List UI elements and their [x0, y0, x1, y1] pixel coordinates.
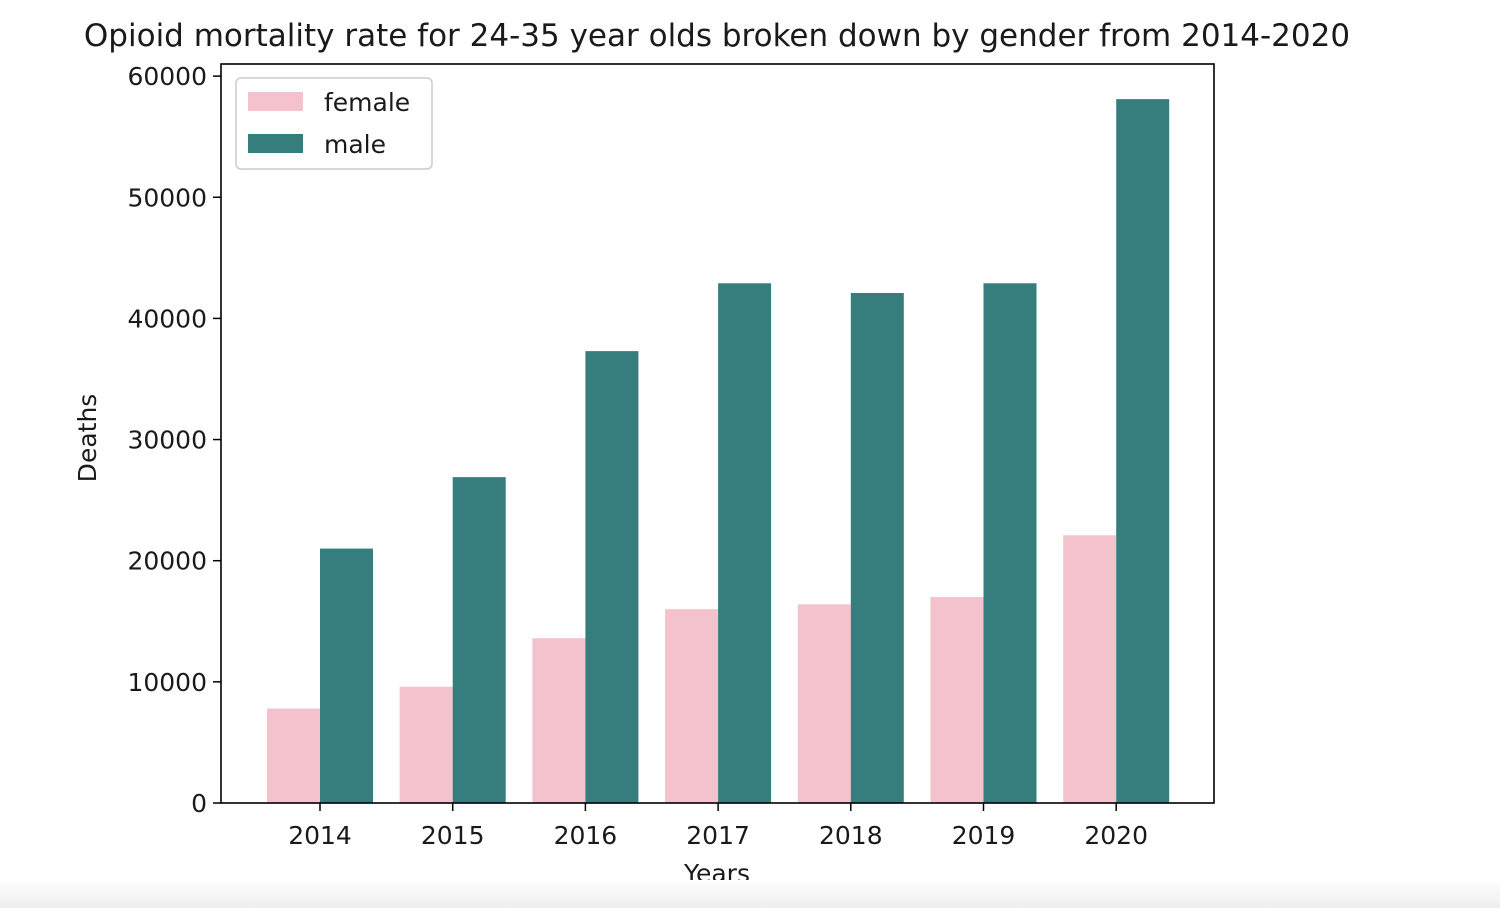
legend: female male	[235, 77, 433, 170]
bars-layer	[267, 99, 1170, 803]
bar-female-2015	[399, 686, 453, 803]
legend-swatch-male	[248, 134, 303, 153]
legend-swatch-female	[248, 92, 303, 111]
y-tick-label: 20000	[127, 547, 207, 576]
bar-female-2018	[797, 604, 851, 803]
x-tick-label: 2014	[288, 821, 352, 850]
legend-label-male: male	[324, 130, 386, 159]
bar-female-2017	[665, 609, 719, 803]
bar-male-2019	[983, 283, 1037, 803]
x-tick-label: 2015	[421, 821, 485, 850]
x-tick-label: 2017	[686, 821, 750, 850]
chart-title: Opioid mortality rate for 24-35 year old…	[84, 18, 1350, 54]
y-tick-label: 30000	[127, 426, 207, 455]
y-tick-label: 0	[191, 789, 207, 818]
bar-male-2016	[585, 351, 639, 803]
y-axis-label: Deaths	[73, 394, 102, 483]
x-tick-label: 2018	[819, 821, 883, 850]
y-tick-label: 50000	[127, 183, 207, 212]
y-tick-label: 60000	[127, 62, 207, 91]
bar-female-2019	[930, 597, 984, 803]
bar-female-2014	[267, 708, 320, 803]
bar-male-2017	[718, 283, 772, 803]
window-bottom-strip	[0, 880, 1500, 908]
bar-male-2020	[1116, 99, 1170, 803]
x-tick-label: 2016	[554, 821, 618, 850]
x-axis: 2014 2015 2016 2017 2018 2019 2020	[288, 803, 1148, 850]
y-axis: 0 10000 20000 30000 40000 50000 60000	[127, 62, 221, 818]
bar-male-2018	[850, 292, 904, 803]
x-tick-label: 2020	[1084, 821, 1148, 850]
y-tick-label: 40000	[127, 304, 207, 333]
bar-male-2015	[452, 477, 506, 803]
bar-male-2014	[320, 548, 373, 803]
x-tick-label: 2019	[952, 821, 1016, 850]
legend-label-female: female	[324, 88, 410, 117]
y-tick-label: 10000	[127, 668, 207, 697]
bar-female-2016	[532, 638, 586, 803]
bar-female-2020	[1063, 535, 1117, 803]
